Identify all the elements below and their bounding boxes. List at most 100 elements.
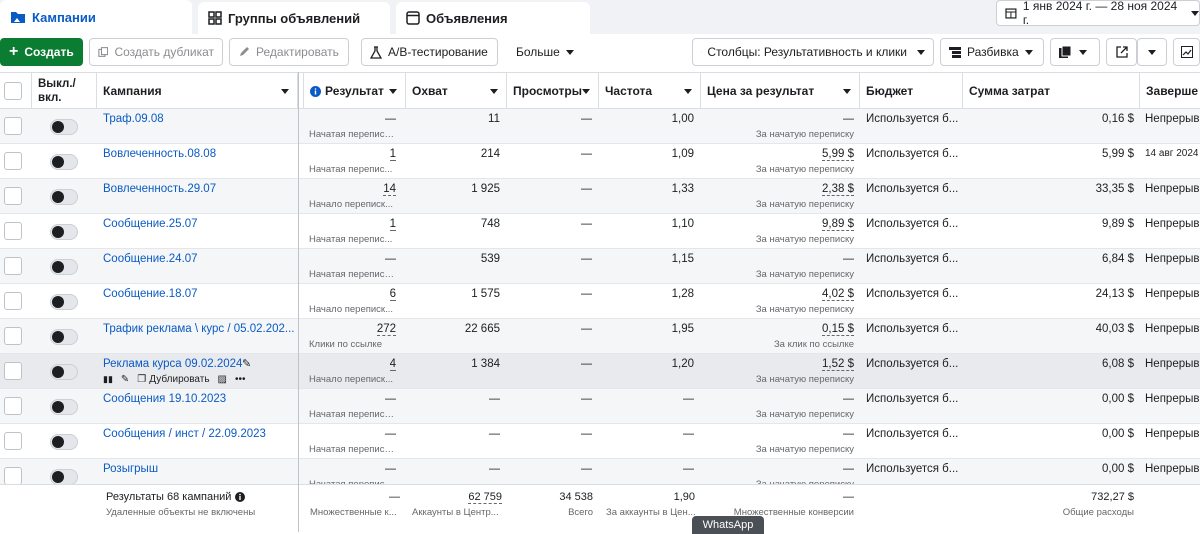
result-value: 1 [390, 148, 396, 161]
more-button[interactable]: Больше [508, 38, 578, 66]
header-frequency[interactable]: Частота [599, 73, 701, 109]
campaign-toggle[interactable] [50, 224, 78, 240]
budget-value[interactable]: Используется б... [866, 358, 958, 370]
budget-value[interactable]: Используется б... [866, 113, 958, 125]
campaign-name-link[interactable]: Сообщение.25.07 [103, 218, 198, 230]
row-checkbox[interactable] [4, 397, 22, 415]
campaign-toggle[interactable] [50, 364, 78, 380]
image-icon[interactable]: ▨ [218, 374, 227, 385]
campaign-name-link[interactable]: Сообщения / инст / 22.09.2023 [103, 428, 266, 440]
campaign-toggle[interactable] [50, 119, 78, 135]
budget-value[interactable]: Используется б... [866, 393, 958, 405]
row-checkbox[interactable] [4, 292, 22, 310]
frequency-value: 1,20 [672, 358, 694, 370]
budget-value[interactable]: Используется б... [866, 323, 958, 335]
tab-ads[interactable]: Объявления [396, 2, 590, 34]
budget-value[interactable]: Используется б... [866, 428, 958, 440]
row-checkbox[interactable] [4, 257, 22, 275]
row-checkbox[interactable] [4, 152, 22, 170]
end-value: Непрерыв... [1145, 288, 1200, 300]
campaign-name-link[interactable]: Реклама курса 09.02.2024 [103, 358, 242, 370]
header-budget[interactable]: Бюджет [860, 73, 963, 109]
table-row[interactable]: Сообщения / инст / 22.09.2023—Начатая пе… [0, 424, 1200, 459]
header-cost-per-result[interactable]: Цена за результат [701, 73, 860, 109]
budget-value[interactable]: Используется б... [866, 288, 958, 300]
campaign-name-link[interactable]: Розыгрыш [103, 463, 158, 475]
chart-button[interactable] [1173, 38, 1200, 66]
export-button[interactable] [1106, 38, 1137, 66]
tab-campaigns[interactable]: Кампании [0, 0, 192, 34]
row-checkbox[interactable] [4, 432, 22, 450]
result-type: Начатая переписк... [309, 409, 395, 420]
campaign-toggle[interactable] [50, 189, 78, 205]
campaign-name-link[interactable]: Сообщения 19.10.2023 [103, 393, 226, 405]
campaign-name-link[interactable]: Траф.09.08 [103, 113, 164, 125]
date-range-picker[interactable]: 1 янв 2024 г. — 28 ноя 2024 г. [996, 0, 1200, 26]
ab-test-button[interactable]: A/B-тестирование [361, 38, 498, 66]
bar-chart-icon[interactable]: ▮▮ [103, 374, 113, 385]
header-result[interactable]: Результат [303, 73, 406, 109]
table-row[interactable]: Сообщения 19.10.2023—Начатая переписк...… [0, 389, 1200, 424]
budget-value[interactable]: Используется б... [866, 218, 958, 230]
export-menu-button[interactable] [1137, 38, 1167, 66]
row-checkbox[interactable] [4, 467, 22, 485]
columns-button[interactable]: Столбцы: Результативность и клики [692, 38, 934, 66]
row-checkbox[interactable] [4, 117, 22, 135]
result-type: Начатая переписк... [309, 269, 395, 280]
pencil-icon[interactable]: ✎ [121, 374, 129, 385]
info-icon[interactable] [235, 492, 245, 502]
more-icon[interactable]: ••• [235, 374, 246, 385]
campaign-name-link[interactable]: Вовлеченность.29.07 [103, 183, 216, 195]
edit-name-icon[interactable]: ✎ [242, 357, 251, 370]
campaign-name-link[interactable]: Трафик реклама \ курс / 05.02.202... [103, 323, 295, 335]
campaign-toggle[interactable] [50, 469, 78, 485]
whatsapp-tab[interactable]: WhatsApp [692, 516, 764, 534]
ab-test-label: A/B-тестирование [388, 45, 488, 59]
table-row[interactable]: Сообщение.24.07—Начатая переписк...539—1… [0, 249, 1200, 284]
campaign-name-link[interactable]: Вовлеченность.08.08 [103, 148, 216, 160]
result-value: — [385, 253, 397, 265]
campaign-toggle[interactable] [50, 434, 78, 450]
header-toggle[interactable]: Выкл./ вкл. [32, 73, 97, 109]
row-checkbox[interactable] [4, 222, 22, 240]
header-result-label: Результат [325, 84, 384, 98]
select-all-checkbox[interactable] [4, 82, 22, 100]
duplicate-button[interactable]: Создать дубликат [89, 38, 223, 66]
header-reach[interactable]: Охват [406, 73, 507, 109]
campaign-toggle[interactable] [50, 259, 78, 275]
row-checkbox[interactable] [4, 187, 22, 205]
table-row[interactable]: Траф.09.08—Начатая переписк...11—1,00—За… [0, 109, 1200, 144]
row-checkbox[interactable] [4, 327, 22, 345]
budget-value[interactable]: Используется б... [866, 253, 958, 265]
result-value: 1 [390, 218, 396, 231]
table-row[interactable]: Реклама курса 09.02.2024 ▮▮ ✎ ❐Дублировать ▨… [0, 354, 1200, 389]
budget-value[interactable]: Используется б... [866, 183, 958, 195]
spend-value: 5,99 $ [1102, 148, 1134, 160]
row-checkbox[interactable] [4, 362, 22, 380]
reports-button[interactable] [1050, 38, 1100, 66]
budget-value[interactable]: Используется б... [866, 148, 958, 160]
footer-result: — [389, 491, 400, 503]
campaign-toggle[interactable] [50, 399, 78, 415]
campaign-toggle[interactable] [50, 329, 78, 345]
duplicate-action[interactable]: ❐Дублировать [137, 374, 209, 385]
header-spend[interactable]: Сумма затрат [963, 73, 1140, 109]
campaign-name-link[interactable]: Сообщение.18.07 [103, 288, 198, 300]
header-end[interactable]: Заверше [1140, 73, 1200, 109]
breakdown-button[interactable]: Разбивка [940, 38, 1044, 66]
create-button[interactable]: + Создать [0, 38, 83, 66]
edit-button[interactable]: Редактировать [229, 38, 349, 66]
campaign-name-link[interactable]: Сообщение.24.07 [103, 253, 198, 265]
tab-adsets[interactable]: Группы объявлений [198, 2, 390, 34]
result-value: 4 [390, 358, 396, 371]
campaign-toggle[interactable] [50, 154, 78, 170]
header-views[interactable]: Просмотры [507, 73, 599, 109]
budget-value[interactable]: Используется б... [866, 463, 958, 475]
header-campaign[interactable]: Кампания [97, 73, 298, 109]
campaign-toggle[interactable] [50, 294, 78, 310]
